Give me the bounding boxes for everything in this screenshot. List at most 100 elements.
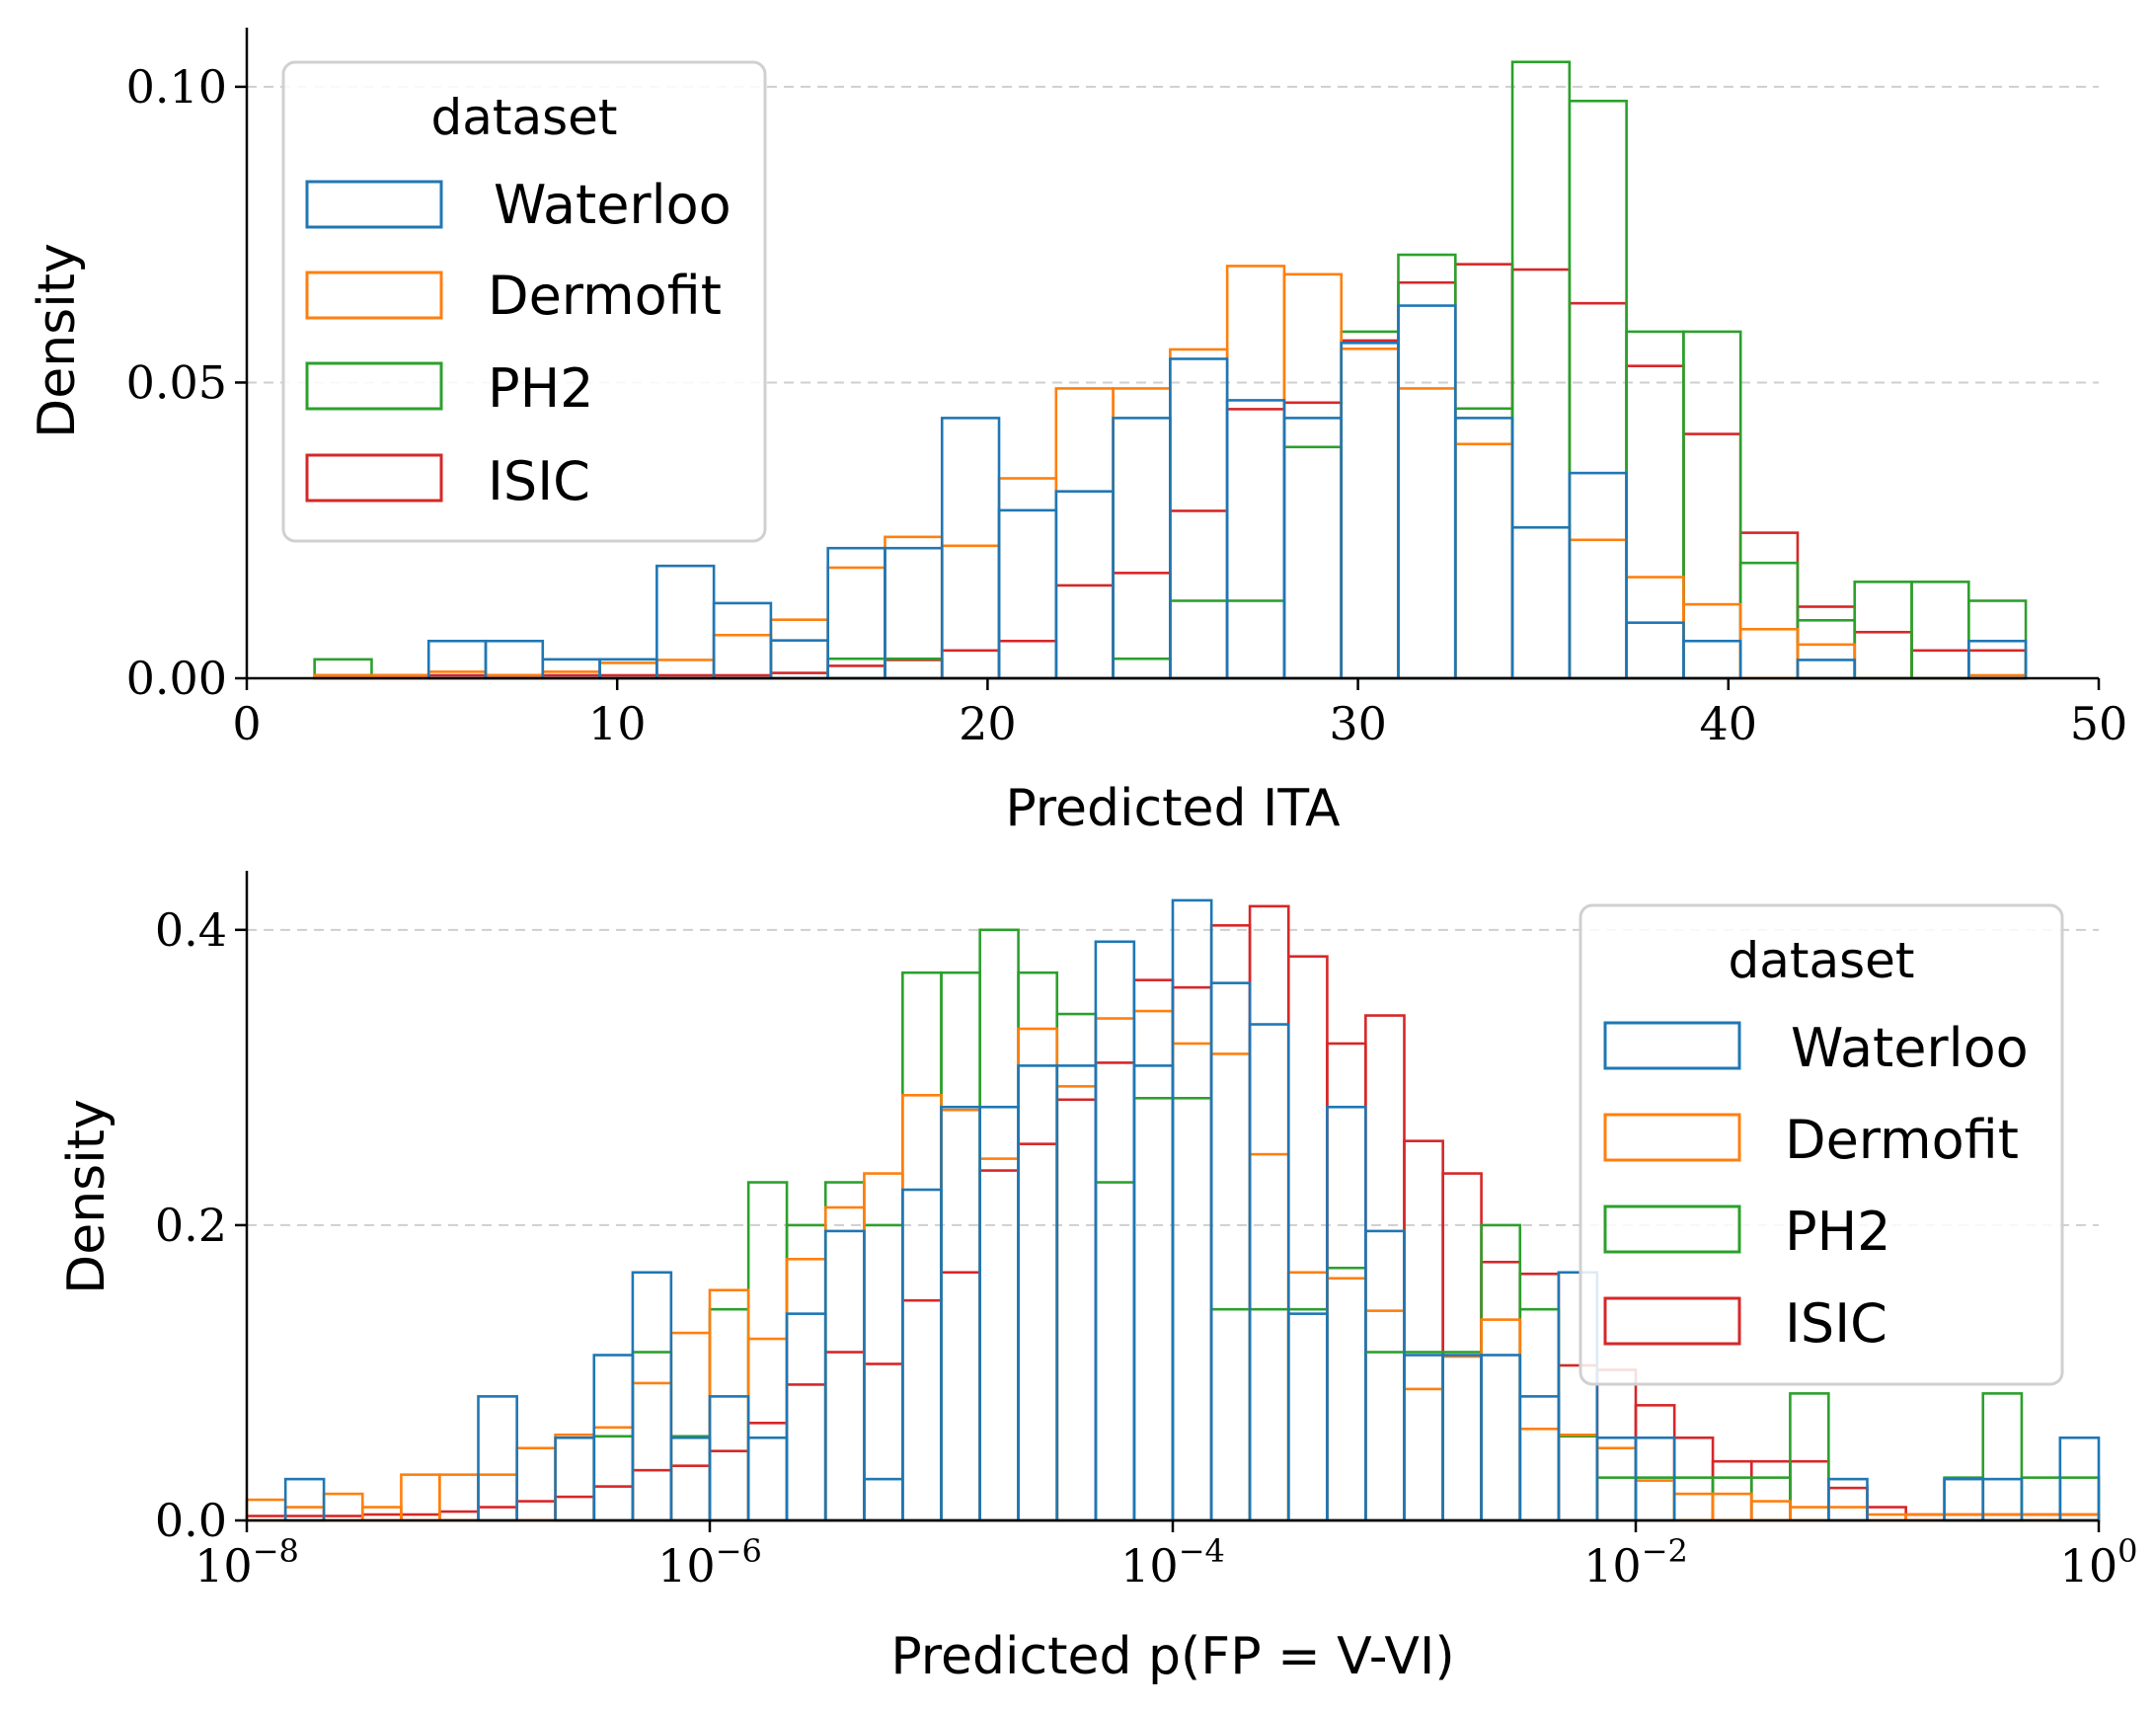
- bar: [477, 1473, 518, 1522]
- bar: [1209, 1052, 1252, 1522]
- bar: [1055, 1012, 1098, 1522]
- y-tick-label: 0.0: [155, 1494, 227, 1547]
- legend-label-waterloo: Waterloo: [494, 174, 732, 236]
- bar: [1209, 1307, 1252, 1522]
- bar: [826, 657, 886, 680]
- bar: [769, 618, 829, 680]
- bar: [554, 1433, 596, 1522]
- bar: [592, 1485, 635, 1522]
- bar: [1625, 330, 1685, 680]
- x-ticks: 0 10 20 30 40 50: [232, 678, 2127, 750]
- bar: [438, 1510, 480, 1522]
- legend-swatch-isic: [305, 453, 443, 503]
- bar: [1326, 1277, 1367, 1522]
- bar: [1112, 387, 1172, 680]
- bar: [1672, 1476, 1715, 1522]
- bar: [283, 1477, 326, 1522]
- bar: [712, 633, 773, 680]
- y-tick-label: 0.4: [155, 903, 227, 957]
- bar: [1510, 525, 1572, 680]
- bar: [1480, 1260, 1522, 1522]
- bar: [1738, 561, 1800, 680]
- bar: [785, 1312, 827, 1522]
- bar: [1518, 1307, 1561, 1522]
- bar: [1796, 659, 1857, 680]
- legend-swatch-dermofit: [1603, 1113, 1741, 1162]
- bar: [1364, 1351, 1406, 1522]
- bar: [1169, 348, 1229, 680]
- bar: [245, 1498, 287, 1522]
- bar: [1568, 99, 1628, 680]
- legend-item-ph2: PH2: [1603, 1201, 1891, 1263]
- bar: [1282, 417, 1344, 680]
- bar: [1634, 1479, 1676, 1522]
- bar: [1094, 1017, 1136, 1522]
- bar: [1364, 1014, 1406, 1522]
- bar: [1169, 599, 1229, 680]
- bar: [1225, 599, 1286, 680]
- bar: [1453, 417, 1514, 680]
- bar: [1441, 1351, 1483, 1522]
- bar: [940, 417, 1001, 680]
- x-tick-label: 10−8: [194, 1532, 299, 1593]
- bar: [901, 1188, 943, 1522]
- y-axis-label: Density: [28, 243, 87, 438]
- bar: [1981, 1392, 2024, 1522]
- bar: [1225, 399, 1286, 680]
- bar: [1403, 1354, 1444, 1522]
- bar: [1910, 581, 1970, 680]
- bar: [1967, 599, 2028, 680]
- legend-label-waterloo: Waterloo: [1791, 1017, 2029, 1079]
- bar: [978, 1105, 1020, 1522]
- bar: [1749, 1459, 1792, 1522]
- bar: [1286, 955, 1329, 1522]
- bar: [940, 1271, 981, 1522]
- bar: [940, 1108, 981, 1522]
- bar: [1282, 401, 1344, 680]
- bar: [1853, 581, 1913, 680]
- legend: dataset Waterloo Dermofit PH2 ISIC: [281, 60, 767, 543]
- bar: [823, 1351, 866, 1522]
- bar: [631, 1351, 673, 1522]
- bar: [1711, 1459, 1753, 1522]
- bar: [592, 1354, 635, 1522]
- legend-label-ph2: PH2: [488, 357, 594, 420]
- bar: [940, 649, 1001, 680]
- bar: [997, 477, 1058, 680]
- bar: [826, 566, 886, 680]
- legend-title: dataset: [430, 89, 617, 146]
- bar: [1209, 981, 1252, 1522]
- legend-item-waterloo: Waterloo: [305, 174, 732, 236]
- bar: [1738, 531, 1800, 680]
- bar: [940, 1105, 981, 1522]
- bar: [438, 1473, 480, 1522]
- y-ticks: 0.0 0.2 0.4: [155, 903, 247, 1547]
- bar: [785, 1383, 827, 1522]
- bar: [1557, 1435, 1599, 1522]
- bar: [1453, 407, 1514, 680]
- bar: [1171, 1042, 1213, 1522]
- bar: [669, 1435, 712, 1522]
- bar: [283, 1506, 326, 1522]
- bar: [1282, 272, 1344, 680]
- bar: [1749, 1476, 1792, 1522]
- top-histogram-panel: 0 10 20 30 40 50 0.00 0.05 0.10 Predicted ITA D…: [28, 28, 2127, 838]
- bar: [1796, 605, 1857, 680]
- legend-swatch-ph2: [1603, 1205, 1741, 1254]
- bar: [1171, 985, 1213, 1522]
- bar: [1518, 1427, 1561, 1522]
- bar: [1595, 1476, 1638, 1522]
- bar: [1397, 280, 1457, 680]
- bar: [1625, 621, 1685, 680]
- legend-swatch-dermofit: [305, 271, 443, 320]
- bar: [884, 535, 944, 680]
- bar: [1094, 940, 1136, 1522]
- bar: [708, 1449, 750, 1522]
- bar: [746, 1181, 789, 1522]
- bar: [1480, 1223, 1522, 1522]
- bar: [823, 1229, 866, 1522]
- bar: [515, 1446, 557, 1522]
- bar: [1480, 1354, 1522, 1522]
- bar: [997, 639, 1058, 680]
- bar: [708, 1288, 750, 1522]
